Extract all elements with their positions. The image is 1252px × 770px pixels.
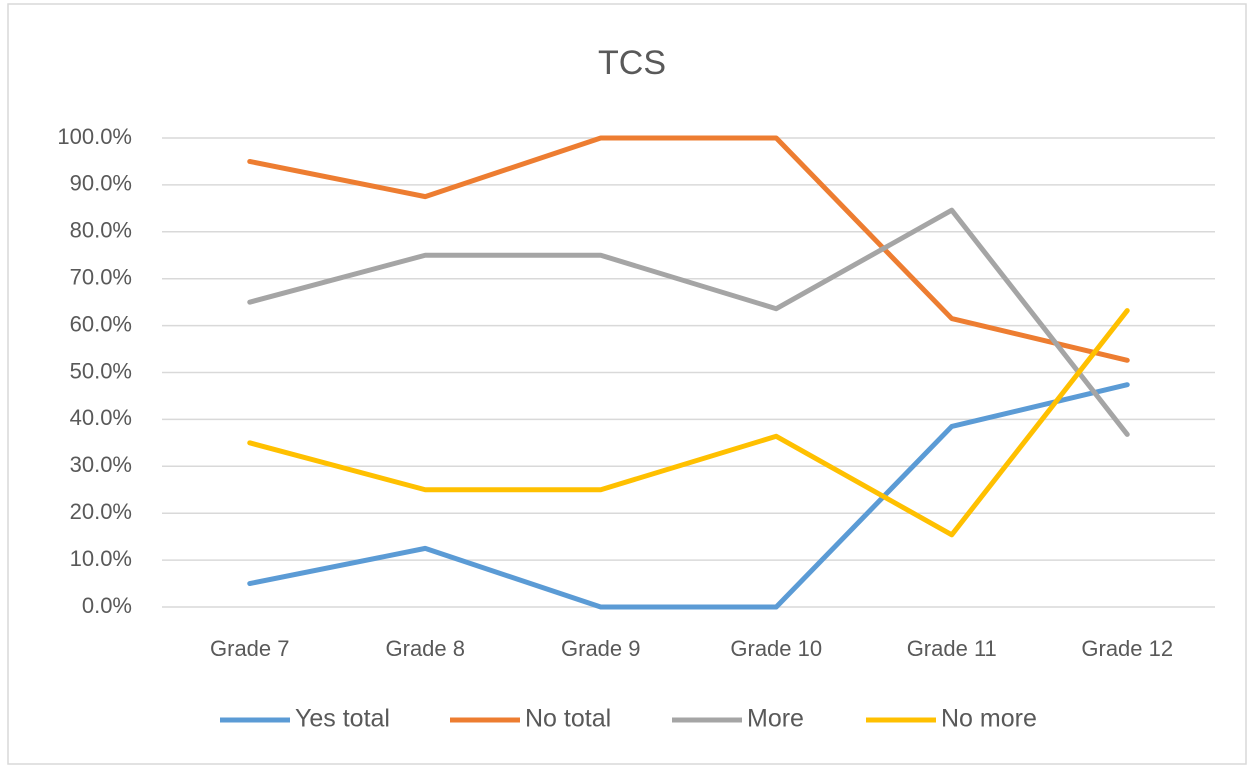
y-tick-label: 20.0% <box>70 499 132 524</box>
x-tick-label: Grade 10 <box>730 636 822 661</box>
y-tick-label: 60.0% <box>70 311 132 336</box>
series-line <box>247 308 1130 538</box>
x-tick-label: Grade 7 <box>210 636 290 661</box>
y-tick-label: 50.0% <box>70 358 132 383</box>
x-tick-label: Grade 12 <box>1081 636 1173 661</box>
y-tick-label: 80.0% <box>70 218 132 243</box>
y-tick-label: 30.0% <box>70 452 132 477</box>
y-tick-label: 0.0% <box>82 593 132 618</box>
x-tick-label: Grade 9 <box>561 636 641 661</box>
legend-label: More <box>747 705 804 733</box>
chart-frame <box>7 3 1247 765</box>
y-tick-label: 100.0% <box>57 124 132 149</box>
legend-label: No more <box>941 705 1037 733</box>
y-tick-label: 10.0% <box>70 546 132 571</box>
y-tick-label: 40.0% <box>70 405 132 430</box>
y-tick-label: 90.0% <box>70 171 132 196</box>
legend-label: No total <box>525 705 611 733</box>
chart-title: TCS <box>598 44 666 82</box>
x-tick-label: Grade 11 <box>907 636 997 661</box>
y-tick-label: 70.0% <box>70 265 132 290</box>
series-line <box>247 207 1130 437</box>
series-line <box>247 135 1130 363</box>
legend-label: Yes total <box>295 705 390 733</box>
x-tick-label: Grade 8 <box>386 636 466 661</box>
series-line <box>247 382 1130 610</box>
